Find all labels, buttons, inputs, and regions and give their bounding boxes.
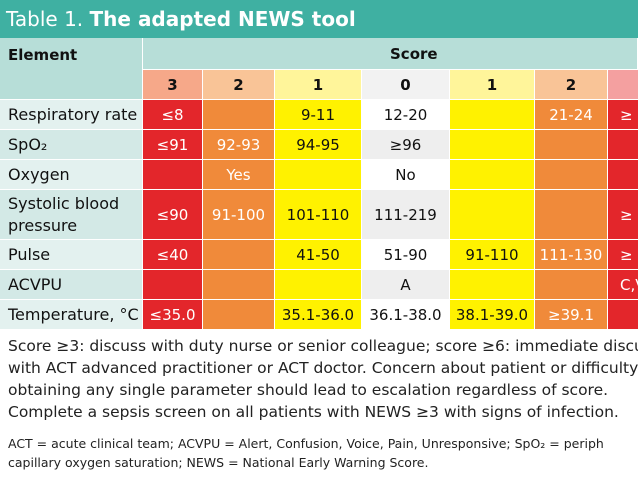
score-cell: 94-95 bbox=[275, 130, 362, 160]
score-cell bbox=[535, 190, 608, 240]
score-cell bbox=[275, 160, 362, 190]
row-label: Pulse bbox=[0, 240, 143, 270]
score-cell: ≤40 bbox=[143, 240, 203, 270]
score-cell bbox=[608, 160, 638, 190]
score-heading: Score bbox=[143, 38, 638, 70]
table-title: The adapted NEWS tool bbox=[89, 7, 356, 31]
score-cell: Yes bbox=[203, 160, 275, 190]
score-cell bbox=[450, 270, 535, 300]
score-cell bbox=[450, 160, 535, 190]
table-label: Table 1. bbox=[6, 7, 84, 31]
score-cell bbox=[143, 270, 203, 300]
score-cell: ≥ bbox=[608, 190, 638, 240]
score-header: 2 bbox=[203, 70, 275, 100]
score-cell bbox=[608, 300, 638, 330]
score-cell bbox=[450, 130, 535, 160]
score-cell: 36.1-38.0 bbox=[362, 300, 450, 330]
footnote-line: ACT = acute clinical team; ACVPU = Alert… bbox=[8, 436, 604, 451]
score-header: 1 bbox=[450, 70, 535, 100]
score-cell: ≤8 bbox=[143, 100, 203, 130]
score-header: 2 bbox=[535, 70, 608, 100]
score-cell bbox=[535, 160, 608, 190]
score-cell bbox=[535, 130, 608, 160]
note-line: with ACT advanced practitioner or ACT do… bbox=[8, 359, 638, 377]
note-line: Score ≥3: discuss with duty nurse or sen… bbox=[8, 337, 638, 355]
score-cell: 92-93 bbox=[203, 130, 275, 160]
score-header: 0 bbox=[362, 70, 450, 100]
score-cell: 111-130 bbox=[535, 240, 608, 270]
score-cell: ≥ bbox=[608, 100, 638, 130]
note-line: obtaining any single parameter should le… bbox=[8, 381, 609, 399]
score-cell bbox=[608, 130, 638, 160]
score-cell: 12-20 bbox=[362, 100, 450, 130]
row-label: SpO₂ bbox=[0, 130, 143, 160]
score-cell bbox=[275, 270, 362, 300]
score-header: 3 bbox=[143, 70, 203, 100]
score-cell: 38.1-39.0 bbox=[450, 300, 535, 330]
score-cell bbox=[203, 100, 275, 130]
row-label: Systolic blood pressure bbox=[0, 190, 143, 240]
score-cell: 91-110 bbox=[450, 240, 535, 270]
score-cell: 41-50 bbox=[275, 240, 362, 270]
score-cell: 111-219 bbox=[362, 190, 450, 240]
score-cell: 35.1-36.0 bbox=[275, 300, 362, 330]
row-label: Temperature, °C bbox=[0, 300, 143, 330]
footnote-line: capillary oxygen saturation; NEWS = Nati… bbox=[8, 455, 429, 470]
score-cell: ≤91 bbox=[143, 130, 203, 160]
score-cell: 21-24 bbox=[535, 100, 608, 130]
note-line: Complete a sepsis screen on all patients… bbox=[8, 403, 619, 421]
score-header: 1 bbox=[275, 70, 362, 100]
score-cell: C,V bbox=[608, 270, 638, 300]
score-cell bbox=[450, 100, 535, 130]
score-cell bbox=[535, 270, 608, 300]
title-bar: Table 1. The adapted NEWS tool bbox=[0, 0, 638, 38]
score-cell bbox=[203, 240, 275, 270]
row-label: Oxygen bbox=[0, 160, 143, 190]
score-header: 3 bbox=[608, 70, 638, 100]
score-cell: A bbox=[362, 270, 450, 300]
score-cell: ≤35.0 bbox=[143, 300, 203, 330]
score-cell bbox=[203, 300, 275, 330]
row-label: Respiratory rate bbox=[0, 100, 143, 130]
score-cell: No bbox=[362, 160, 450, 190]
score-cell bbox=[203, 270, 275, 300]
score-cell: 9-11 bbox=[275, 100, 362, 130]
score-cell: ≤90 bbox=[143, 190, 203, 240]
score-cell bbox=[143, 160, 203, 190]
score-cell: 101-110 bbox=[275, 190, 362, 240]
score-cell: ≥39.1 bbox=[535, 300, 608, 330]
score-cell: 91-100 bbox=[203, 190, 275, 240]
element-heading: Element bbox=[0, 38, 143, 100]
score-cell: ≥96 bbox=[362, 130, 450, 160]
score-cell: ≥ bbox=[608, 240, 638, 270]
row-label: ACVPU bbox=[0, 270, 143, 300]
score-cell bbox=[450, 190, 535, 240]
score-cell: 51-90 bbox=[362, 240, 450, 270]
